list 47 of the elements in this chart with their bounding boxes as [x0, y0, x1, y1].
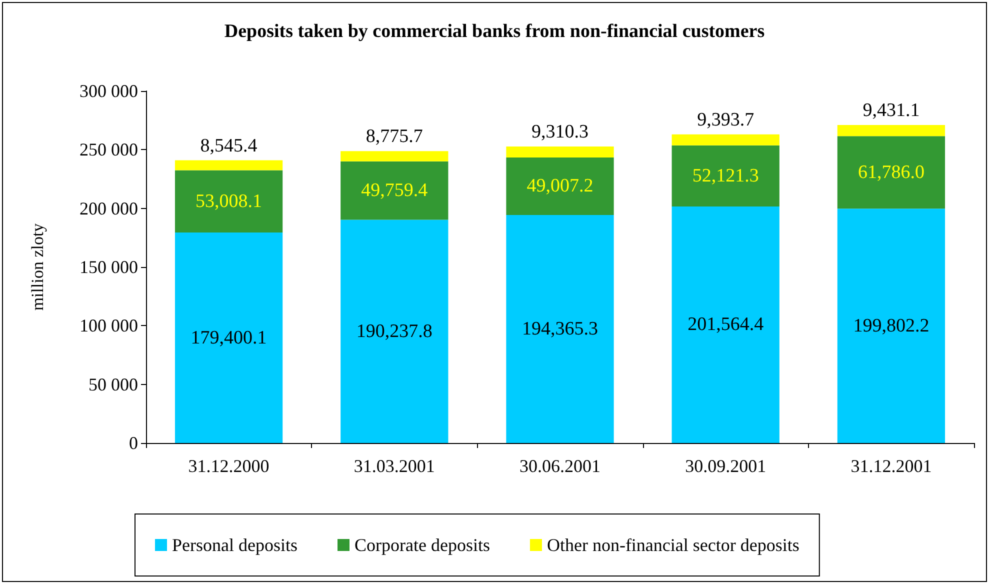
data-label: 8,775.7 [366, 126, 423, 148]
data-label: 53,008.1 [196, 190, 262, 212]
y-tick-label: 300 000 [80, 81, 138, 101]
legend-label: Personal deposits [172, 535, 298, 555]
data-label: 61,786.0 [858, 162, 924, 183]
x-tick-label: 31.12.2000 [188, 456, 270, 476]
legend-label: Corporate deposits [354, 535, 490, 555]
bar [340, 151, 448, 162]
data-label: 9,310.3 [532, 122, 588, 143]
bar [837, 208, 946, 443]
data-label: 49,759.4 [361, 180, 428, 202]
bar [506, 214, 614, 443]
y-tick-label: 150 000 [80, 257, 138, 277]
data-label: 201,564.4 [688, 314, 764, 336]
data-label: 8,545.4 [200, 135, 258, 156]
data-label: 179,400.1 [190, 327, 267, 348]
bar [174, 170, 283, 233]
y-tick-label: 100 000 [80, 316, 138, 336]
bar [506, 146, 614, 158]
data-label: 199,802.2 [853, 315, 930, 336]
y-tick-label: 250 000 [80, 140, 138, 160]
data-label: 194,365.3 [522, 318, 598, 340]
data-label: 190,237.8 [356, 320, 432, 342]
y-tick-label: 0 [129, 433, 138, 453]
bar [340, 220, 448, 443]
legend-label: Other non-financial sector deposits [546, 535, 800, 555]
x-tick-label: 31.03.2001 [354, 456, 435, 476]
y-axis-title: million zloty [28, 222, 47, 311]
bar [672, 206, 780, 443]
y-tick-label: 200 000 [80, 198, 138, 218]
x-tick-label: 30.06.2001 [520, 456, 600, 476]
bar [340, 161, 448, 220]
bar [506, 157, 614, 215]
data-label: 52,121.3 [692, 165, 759, 186]
x-tick-label: 31.12.2001 [850, 456, 932, 476]
data-label: 9,431.1 [862, 100, 920, 122]
bar [672, 145, 780, 206]
bar [174, 232, 283, 443]
bar [672, 134, 780, 146]
data-label: 9,393.7 [697, 109, 754, 130]
bar [837, 136, 946, 209]
y-tick-label: 50 000 [88, 374, 138, 394]
bar [174, 160, 283, 170]
chart-title: Deposits taken by commercial banks from non-financial customers [224, 21, 765, 42]
x-tick-label: 30.09.2001 [685, 456, 766, 476]
data-label: 49,007.2 [526, 176, 594, 197]
bar [837, 125, 946, 136]
